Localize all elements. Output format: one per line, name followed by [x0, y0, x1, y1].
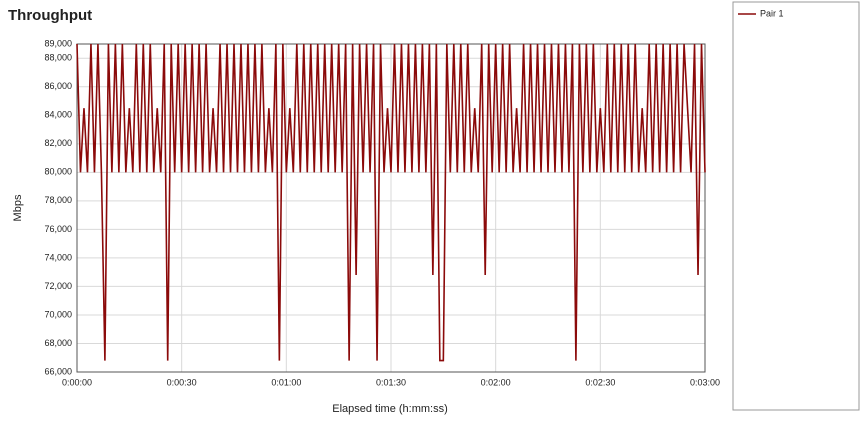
y-tick-label: 78,000: [44, 195, 72, 205]
y-tick-label: 72,000: [44, 281, 72, 291]
chart: Throughput Elapsed time (h:mm:ss) Mbps 6…: [0, 0, 862, 423]
y-tick-label: 80,000: [44, 167, 72, 177]
y-tick-label: 74,000: [44, 252, 72, 262]
x-tick-label: 0:01:00: [271, 377, 301, 387]
x-tick-label: 0:02:00: [481, 377, 511, 387]
y-tick-label: 70,000: [44, 309, 72, 319]
y-tick-label: 88,000: [44, 53, 72, 63]
y-tick-label: 89,000: [44, 38, 72, 48]
y-tick-label: 68,000: [44, 338, 72, 348]
y-tick-label: 86,000: [44, 81, 72, 91]
y-tick-label: 76,000: [44, 224, 72, 234]
legend-box: [733, 2, 859, 410]
x-tick-label: 0:02:30: [585, 377, 615, 387]
legend-label: Pair 1: [760, 8, 784, 18]
x-tick-label: 0:01:30: [376, 377, 406, 387]
x-tick-label: 0:00:00: [62, 377, 92, 387]
y-tick-label: 66,000: [44, 366, 72, 376]
y-tick-label: 82,000: [44, 138, 72, 148]
x-tick-label: 0:00:30: [167, 377, 197, 387]
y-axis-label: Mbps: [12, 194, 24, 221]
x-axis-label: Elapsed time (h:mm:ss): [332, 403, 448, 415]
x-tick-label: 0:03:00: [690, 377, 720, 387]
chart-title: Throughput: [8, 7, 92, 24]
y-tick-label: 84,000: [44, 110, 72, 120]
